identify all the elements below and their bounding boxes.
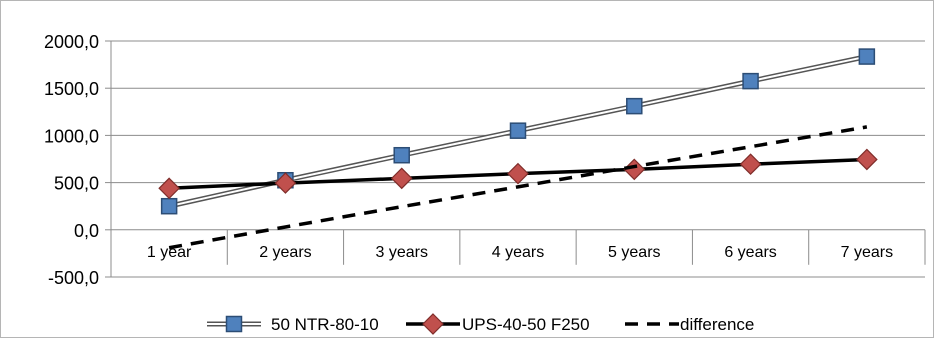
data-point xyxy=(856,148,878,171)
x-tick-label: 7 years xyxy=(841,244,893,261)
y-tick-label: 1500,0 xyxy=(44,79,99,99)
x-tick-label: 6 years xyxy=(724,244,776,261)
axes xyxy=(105,40,926,278)
legend-item: UPS-40-50 F250 xyxy=(406,313,590,335)
x-tick-labels: 1 year 2 years 3 years 4 years 5 years 6 year… xyxy=(147,244,893,261)
data-point xyxy=(160,197,178,215)
x-tick-label: 2 years xyxy=(259,244,311,261)
data-point xyxy=(626,97,643,115)
legend-label: difference xyxy=(680,315,754,334)
series-1 xyxy=(160,48,876,215)
data-point xyxy=(274,172,297,194)
y-tick-labels: -500,0 0,0 500,0 1000,0 1500,0 2000,0 xyxy=(44,32,99,288)
data-point xyxy=(509,122,527,139)
x-tick-label: 1 year xyxy=(147,244,192,261)
series-2 xyxy=(158,148,878,200)
series-line xyxy=(168,125,868,250)
y-tick-label: 2000,0 xyxy=(44,32,99,52)
legend-marker xyxy=(422,313,444,335)
x-tick-label: 4 years xyxy=(492,244,544,261)
x-tick-label: 5 years xyxy=(608,244,660,261)
gridlines xyxy=(111,40,925,278)
legend-label: UPS-40-50 F250 xyxy=(462,315,590,334)
x-tick-label: 3 years xyxy=(375,244,427,261)
data-point xyxy=(507,162,529,185)
data-point xyxy=(390,167,413,190)
y-tick-label: 500,0 xyxy=(54,174,99,194)
legend: 50 NTR-80-10 UPS-40-50 F250 difference xyxy=(207,313,754,335)
data-point xyxy=(158,177,180,200)
legend-marker xyxy=(225,315,243,333)
data-point xyxy=(742,72,759,90)
y-tick-label: 0,0 xyxy=(74,221,99,241)
y-tick-label: -500,0 xyxy=(48,268,99,288)
y-tick-label: 1000,0 xyxy=(44,126,99,146)
data-point xyxy=(858,48,876,65)
series-3 xyxy=(168,125,868,250)
series xyxy=(158,48,878,250)
legend-label: 50 NTR-80-10 xyxy=(271,315,379,334)
data-point xyxy=(393,146,410,164)
legend-item: 50 NTR-80-10 xyxy=(207,315,379,334)
data-point xyxy=(739,153,762,176)
legend-item: difference xyxy=(625,315,754,334)
